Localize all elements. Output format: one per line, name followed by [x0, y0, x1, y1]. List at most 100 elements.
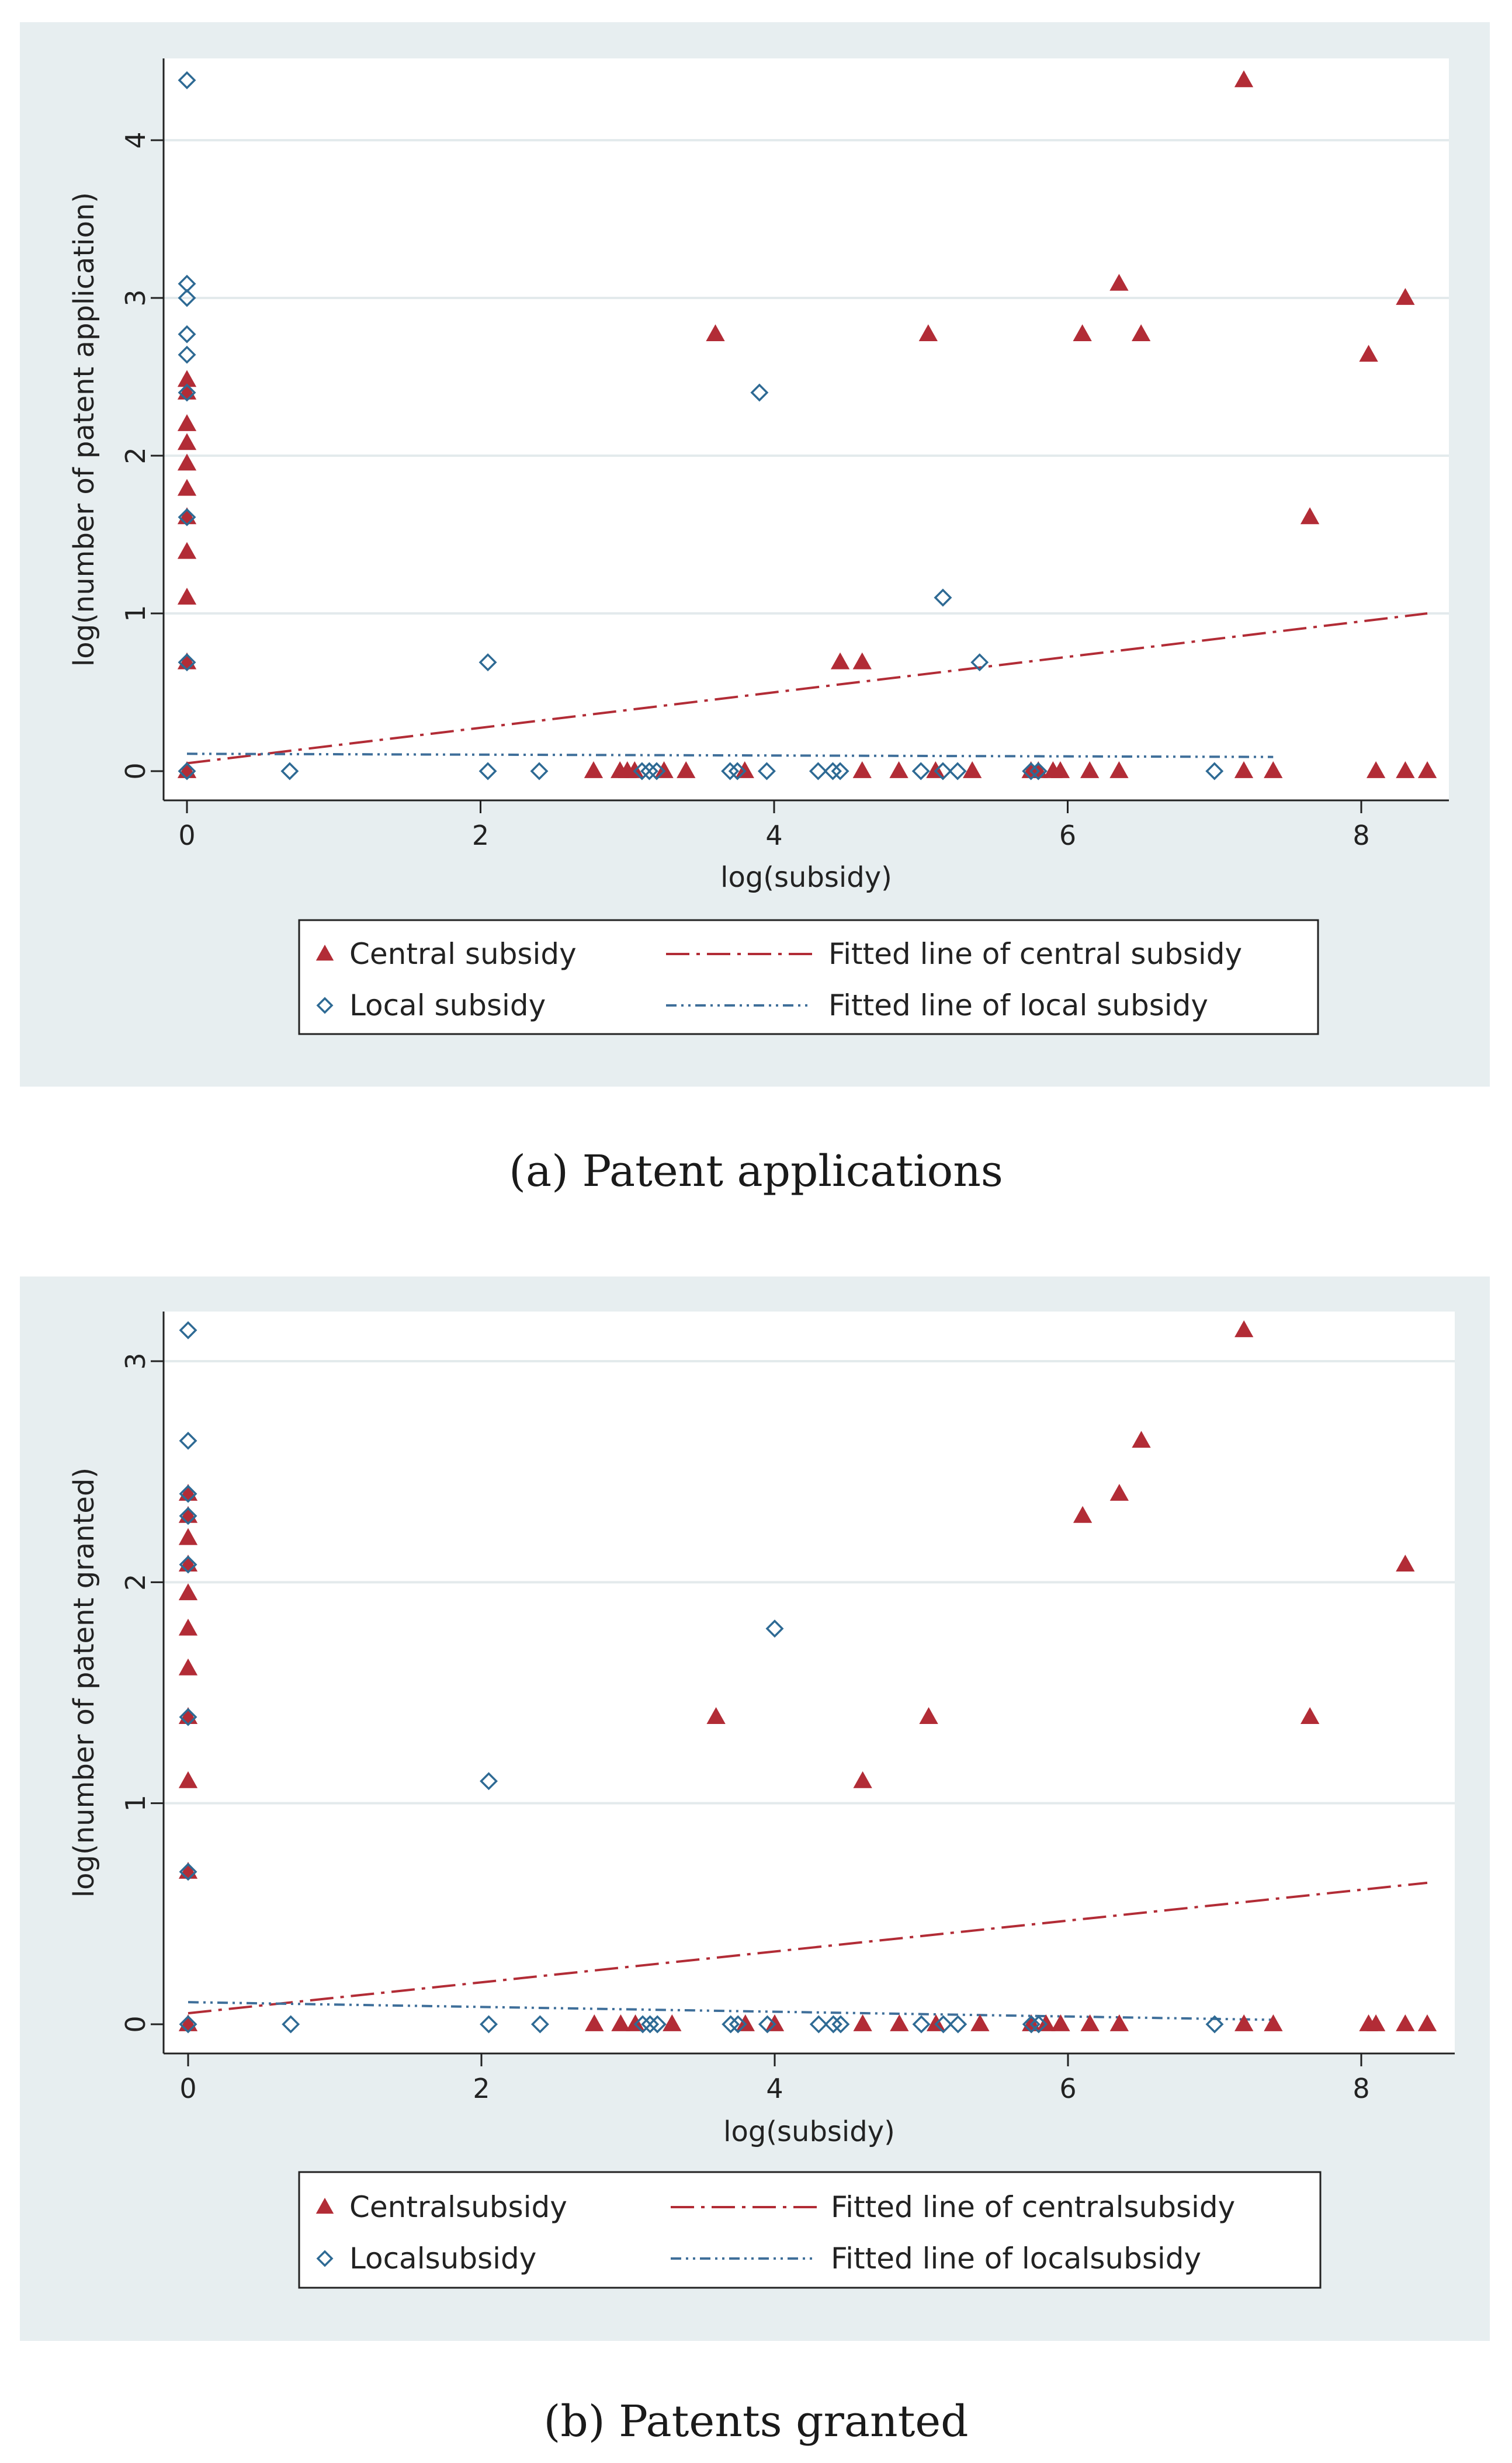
central-subsidy-point: [1080, 761, 1100, 778]
panel-a-plot-area: [164, 58, 1449, 800]
x-tick-label: 2: [473, 2073, 490, 2104]
central-subsidy-point: [585, 2014, 604, 2031]
central-subsidy-point: [1366, 2014, 1386, 2031]
central-subsidy-point: [178, 1771, 198, 1788]
local-subsidy-point: [178, 71, 196, 89]
panel-a: 0 1 2 3 4 0 2 4 6 8 log(subsidy) log(number of p…: [20, 22, 1490, 1196]
central-subsidy-point: [177, 414, 197, 431]
central-subsidy-point: [706, 324, 725, 341]
local-subsidy-point: [1022, 762, 1041, 780]
local-subsidy-point: [750, 383, 769, 402]
central-subsidy-point: [1109, 1484, 1129, 1501]
panel-a-caption: (a) Patent applications: [509, 1146, 1003, 1196]
local-subsidy-point: [179, 1321, 197, 1340]
central-subsidy-point: [1396, 1555, 1415, 1572]
panel-a-legend-box: [298, 919, 1319, 1035]
y-tick-label: 1: [120, 605, 151, 622]
central-subsidy-point: [706, 1707, 726, 1725]
local-subsidy-point: [178, 653, 196, 672]
local-subsidy-point: [179, 1708, 197, 1726]
local-subsidy-point: [280, 762, 299, 780]
central-subsidy-point: [177, 542, 197, 559]
local-subsidy-point: [758, 2015, 776, 2034]
local-subsidy-point: [641, 2015, 660, 2034]
panel-b-legend-central-symbol: [315, 2198, 334, 2214]
panel-b-legend-central-fit-label: Fitted line of centralsubsidy: [831, 2190, 1235, 2224]
local-subsidy-point: [647, 762, 666, 780]
central-subsidy-point: [1073, 324, 1092, 341]
panel-b-gridlines: [164, 1360, 1455, 1805]
panel-b-legend-local-symbol: [316, 2250, 334, 2267]
panel-a-legend-central-symbol: [315, 945, 334, 961]
y-tick-label: 2: [120, 1574, 151, 1591]
central-subsidy-point: [178, 1583, 198, 1601]
central-subsidy-point: [1131, 324, 1151, 341]
central-subsidy-point: [963, 761, 982, 778]
local-fitted-line: [188, 2001, 1274, 2021]
local-subsidy-point: [1022, 2015, 1041, 2034]
panel-b-plot-area: [164, 1312, 1455, 2053]
panel-a-markers: [177, 70, 1437, 780]
local-subsidy-point: [530, 762, 549, 780]
local-subsidy-point: [178, 345, 196, 364]
local-subsidy-point: [179, 1862, 197, 1881]
x-tick-label: 4: [765, 820, 782, 851]
central-subsidy-point: [1264, 761, 1283, 778]
local-subsidy-point: [633, 762, 651, 780]
panel-a-legend-local-symbol: [316, 997, 334, 1014]
local-subsidy-point: [970, 653, 989, 672]
central-fitted-line: [186, 612, 1428, 765]
panel-b-fitted-lines: [188, 1881, 1428, 2021]
local-subsidy-point: [478, 762, 497, 780]
local-subsidy-point: [912, 2015, 931, 2034]
local-subsidy-point: [934, 2015, 953, 2034]
local-subsidy-point: [179, 1507, 197, 1525]
local-subsidy-point: [480, 2015, 498, 2034]
panel-b-y-axis-title: log(number of patent granted): [68, 1468, 100, 1897]
central-subsidy-point: [1132, 1431, 1151, 1448]
local-subsidy-point: [728, 762, 747, 780]
central-subsidy-point: [1366, 761, 1386, 778]
central-subsidy-point: [1234, 1320, 1254, 1337]
x-tick-label: 4: [766, 2073, 783, 2104]
central-subsidy-point: [611, 2014, 630, 2031]
x-tick-label: 6: [1059, 2073, 1076, 2104]
central-subsidy-point: [1050, 761, 1070, 778]
central-subsidy-point: [1109, 2014, 1129, 2031]
central-subsidy-point: [853, 2014, 872, 2031]
central-subsidy-point: [177, 588, 197, 605]
central-subsidy-point: [177, 453, 197, 471]
panel-b-legend-central-label: Centralsubsidy: [349, 2190, 567, 2224]
local-subsidy-point: [480, 1772, 498, 1791]
local-subsidy-point: [831, 762, 849, 780]
local-subsidy-point: [1205, 2015, 1224, 2034]
y-tick-label: 2: [120, 447, 151, 464]
central-subsidy-point: [1234, 2014, 1254, 2031]
central-subsidy-point: [177, 478, 197, 496]
central-subsidy-point: [1234, 761, 1254, 778]
panel-a-x-ticks: 0 2 4 6 8: [164, 799, 1449, 851]
y-tick-label: 0: [120, 762, 151, 779]
local-subsidy-point: [633, 2015, 652, 2034]
local-subsidy-point: [179, 1431, 197, 1450]
local-subsidy-point: [809, 2015, 828, 2034]
panel-b-legend-local-label: Localsubsidy: [349, 2242, 536, 2275]
x-tick-label: 2: [472, 820, 489, 851]
local-subsidy-point: [757, 762, 776, 780]
legend-diamond-marker: [316, 2250, 334, 2267]
central-subsidy-point: [1073, 1505, 1093, 1523]
local-subsidy-point: [831, 2015, 850, 2034]
central-subsidy-point: [177, 433, 197, 450]
central-subsidy-point: [853, 1771, 872, 1788]
central-subsidy-point: [1300, 507, 1320, 525]
local-fitted-line: [186, 752, 1274, 758]
central-subsidy-point: [1417, 2014, 1437, 2031]
y-tick-label: 1: [120, 1795, 151, 1812]
local-subsidy-point: [1029, 2015, 1048, 2034]
panel-b-x-ticks: 0 2 4 6 8: [164, 2052, 1455, 2104]
local-subsidy-point: [934, 762, 952, 780]
panel-b-markers: [178, 1320, 1437, 2034]
x-tick-label: 0: [179, 2073, 196, 2104]
panel-a-fitted-lines: [186, 612, 1428, 765]
central-subsidy-point: [890, 2014, 909, 2031]
